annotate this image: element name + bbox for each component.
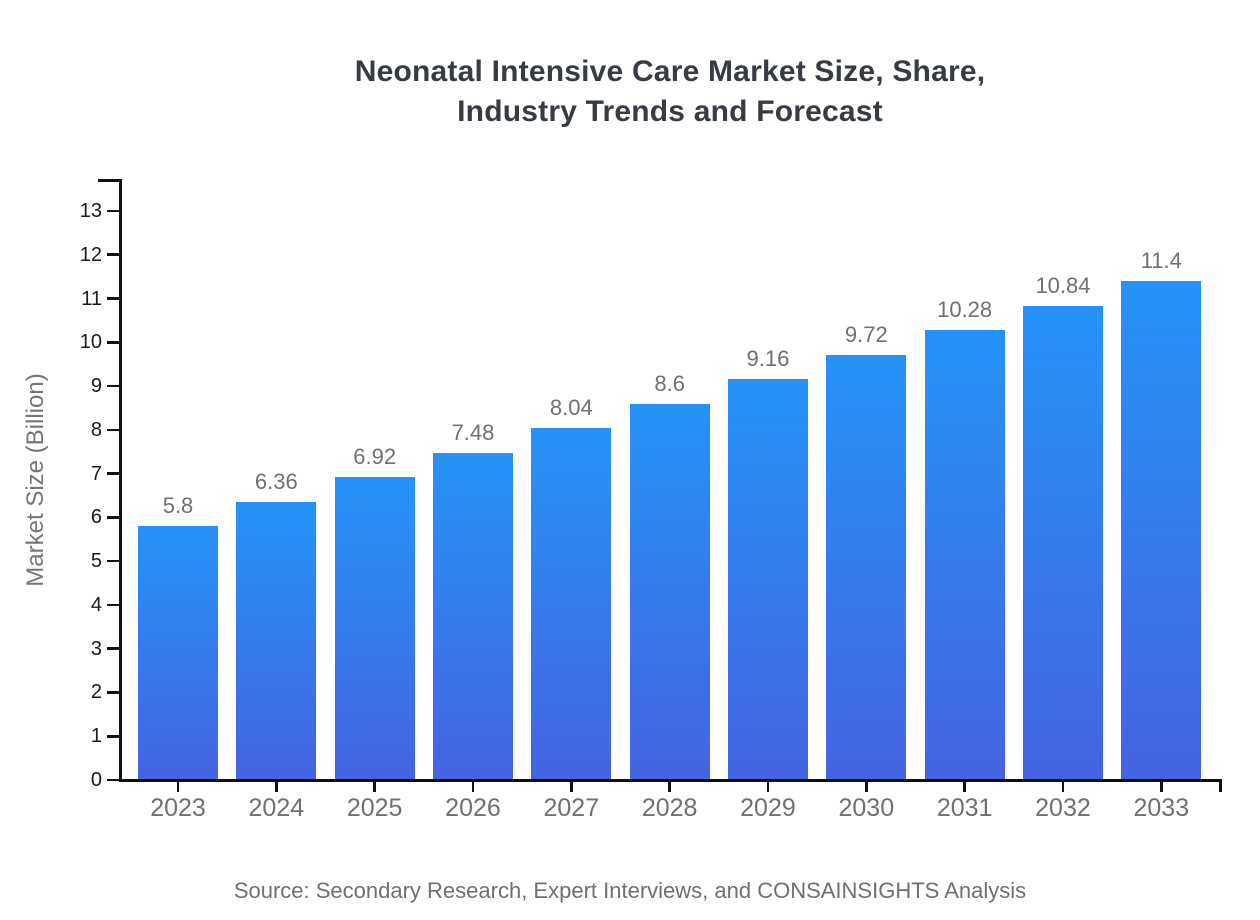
bar-value-label: 6.92 xyxy=(353,444,397,470)
bar-2029[interactable] xyxy=(727,379,808,779)
bar-2025[interactable] xyxy=(334,477,415,779)
x-tick-mark xyxy=(668,780,671,792)
y-tick-label: 2 xyxy=(90,681,102,704)
y-tick-mark xyxy=(107,516,120,519)
y-tick-label: 1 xyxy=(90,725,102,748)
y-tick-mark xyxy=(107,428,120,432)
x-tick-label: 2030 xyxy=(838,794,895,822)
y-tick-label: 13 xyxy=(79,200,102,222)
y-tick-label: 7 xyxy=(90,462,102,485)
bar-2024[interactable] xyxy=(236,501,317,779)
y-tick-label: 9 xyxy=(90,375,102,398)
bar-value-label: 10.84 xyxy=(1035,272,1091,298)
y-axis-end-cap xyxy=(98,179,121,182)
x-tick-mark xyxy=(1160,780,1163,792)
x-tick-mark xyxy=(471,780,475,792)
x-tick-mark xyxy=(865,780,868,792)
x-tick-label: 2031 xyxy=(936,794,993,822)
y-tick-mark xyxy=(107,253,120,257)
y-tick-mark xyxy=(107,734,120,738)
source-note: Source: Secondary Research, Expert Inter… xyxy=(233,878,1027,903)
x-axis-line xyxy=(118,778,1222,782)
y-tick-label: 4 xyxy=(90,593,102,616)
bar-value-label: 11.4 xyxy=(1140,248,1182,274)
y-tick-label: 0 xyxy=(90,769,102,791)
y-axis-line xyxy=(118,179,122,782)
y-tick-mark xyxy=(107,209,120,213)
x-tick-label: 2028 xyxy=(641,794,698,822)
x-tick-mark xyxy=(570,780,573,792)
y-tick-mark xyxy=(107,778,120,782)
x-tick-label: 2026 xyxy=(445,794,501,822)
y-tick-label: 6 xyxy=(90,506,102,529)
bar-2028[interactable] xyxy=(629,403,710,779)
y-tick-mark xyxy=(107,341,120,344)
x-tick-label: 2024 xyxy=(248,794,305,822)
y-tick-label: 5 xyxy=(90,550,102,573)
x-tick-label: 2029 xyxy=(740,794,796,822)
x-tick-mark xyxy=(176,780,180,792)
y-tick-mark xyxy=(107,472,120,475)
y-tick-label: 12 xyxy=(79,243,102,266)
y-tick-mark xyxy=(107,691,120,694)
x-axis-end-cap xyxy=(1218,778,1222,792)
chart-title: Neonatal Intensive Care Market Size, Sha… xyxy=(120,52,1220,132)
chart-title-line2: Industry Trends and Forecast xyxy=(457,95,883,128)
x-tick-mark xyxy=(275,780,278,792)
y-tick-mark xyxy=(107,603,120,607)
y-tick-mark xyxy=(107,297,120,300)
x-tick-label: 2032 xyxy=(1035,794,1091,822)
chart-title-line1: Neonatal Intensive Care Market Size, Sha… xyxy=(354,55,986,88)
x-tick-label: 2023 xyxy=(150,794,206,822)
x-tick-mark xyxy=(766,780,770,792)
bar-value-label: 9.72 xyxy=(844,321,888,347)
x-tick-label: 2033 xyxy=(1133,794,1190,822)
bar-value-label: 7.48 xyxy=(451,419,495,445)
bar-2033[interactable] xyxy=(1121,281,1202,779)
bar-2027[interactable] xyxy=(531,428,612,779)
y-tick-mark xyxy=(107,647,120,650)
y-tick-label: 10 xyxy=(79,331,102,354)
bar-value-label: 6.36 xyxy=(254,468,298,494)
bar-2023[interactable] xyxy=(138,526,218,779)
bar-value-label: 9.16 xyxy=(746,346,790,372)
bar-value-label: 8.6 xyxy=(654,370,685,396)
x-tick-mark xyxy=(1061,780,1065,792)
x-tick-mark xyxy=(963,780,966,792)
bar-2026[interactable] xyxy=(432,452,513,779)
x-tick-label: 2027 xyxy=(543,794,600,822)
bar-value-label: 5.8 xyxy=(162,493,194,519)
x-tick-label: 2025 xyxy=(346,794,403,822)
bar-2031[interactable] xyxy=(924,330,1005,779)
y-tick-mark xyxy=(107,384,120,388)
bar-value-label: 8.04 xyxy=(549,395,593,421)
y-tick-label: 11 xyxy=(81,287,102,310)
bar-2032[interactable] xyxy=(1022,305,1103,779)
y-tick-label: 8 xyxy=(90,418,102,441)
bar-2030[interactable] xyxy=(826,354,907,779)
y-tick-mark xyxy=(107,559,120,563)
bar-value-label: 10.28 xyxy=(937,297,993,323)
x-tick-mark xyxy=(373,780,376,792)
y-tick-label: 3 xyxy=(90,637,102,660)
